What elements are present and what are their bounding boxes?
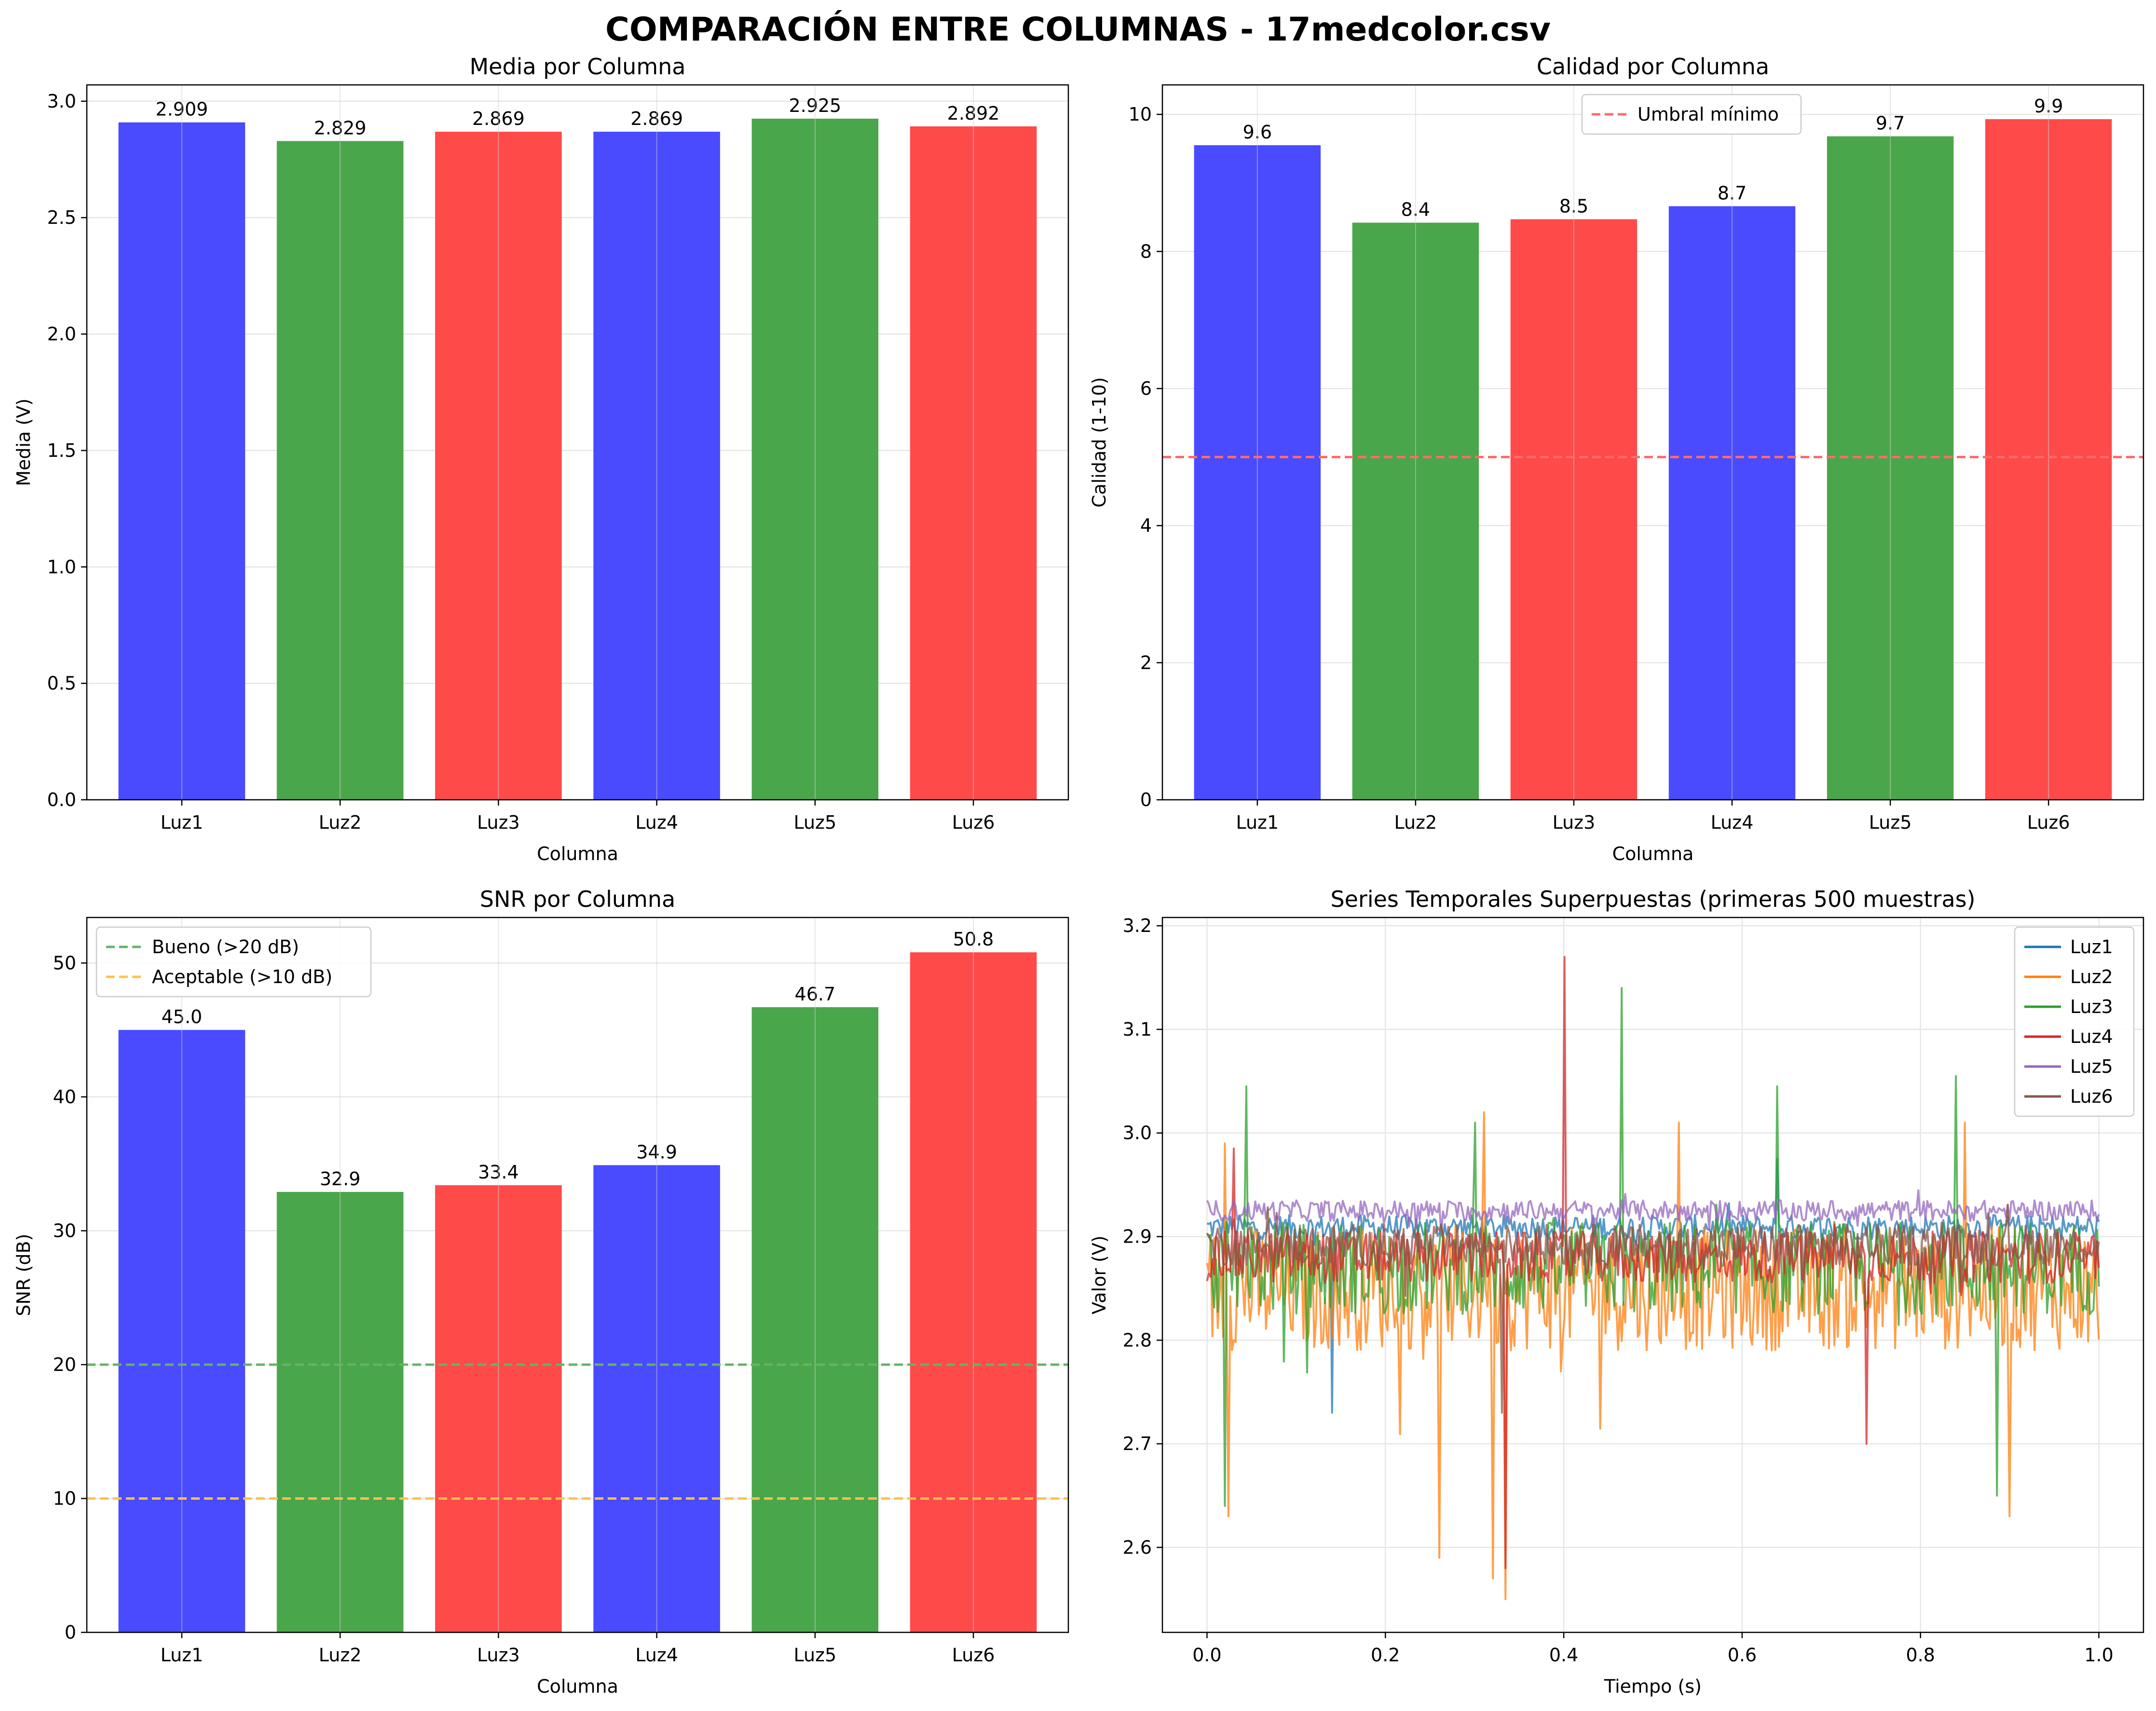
x-tick-label: Luz1 [161,812,204,833]
chart-title: Series Temporales Superpuestas (primeras… [1330,886,1975,912]
legend-frame [2014,926,2135,1117]
series-line-luz2 [1206,1111,2100,1601]
y-tick-label: 0 [65,1622,76,1643]
legend-label: Luz1 [2070,936,2113,958]
legend-label: Bueno (>20 dB) [152,936,299,958]
x-tick-label: 1.0 [2084,1644,2113,1666]
x-tick-label: Luz4 [635,1644,678,1666]
legend-label: Luz4 [2070,1026,2113,1047]
legend-frame [1581,94,1802,135]
y-tick-label: 3.1 [1123,1019,1152,1040]
axes-frame [86,84,1069,801]
chart-title: SNR por Columna [480,886,675,912]
y-tick-label: 0.5 [47,673,76,694]
y-axis-label: SNR (dB) [13,1234,34,1316]
x-tick-label: Luz3 [1553,812,1596,833]
x-tick-label: Luz1 [1236,812,1279,833]
legend-label: Luz2 [2070,966,2113,987]
x-axis-label: Columna [1612,843,1694,864]
x-tick-label: Luz5 [793,812,836,833]
y-tick-label: 30 [53,1220,76,1241]
legend: Umbral mínimo [1581,94,1802,135]
y-tick-label: 3.0 [47,91,76,112]
axes-frame [1161,917,2144,1633]
legend-label: Umbral mínimo [1637,104,1779,125]
y-tick-label: 4 [1140,515,1152,536]
y-tick-label: 3.2 [1123,915,1152,936]
y-tick-label: 3.0 [1123,1122,1152,1144]
chart-title: Media por Columna [469,54,685,80]
axes-frame [86,917,1069,1633]
x-tick-label: Luz1 [161,1644,204,1666]
y-tick-label: 6 [1140,378,1152,399]
legend: Bueno (>20 dB) Aceptable (>10 dB) [96,926,372,998]
y-tick-label: 2.9 [1123,1226,1152,1247]
y-tick-label: 2 [1140,652,1152,673]
y-tick-label: 8 [1140,241,1152,262]
x-axis-label: Tiempo (s) [1604,1676,1702,1697]
y-tick-label: 1.5 [47,440,76,461]
legend-label: Aceptable (>10 dB) [152,966,332,987]
y-tick-label: 2.8 [1123,1329,1152,1351]
legend-frame [96,926,372,998]
x-tick-label: Luz4 [1711,812,1754,833]
y-tick-label: 2.5 [47,207,76,228]
y-axis-label: Valor (V) [1089,1235,1110,1314]
legend-label: Luz5 [2070,1056,2113,1077]
legend-label: Luz3 [2070,996,2113,1017]
y-tick-label: 1.0 [47,556,76,577]
y-axis-label: Calidad (1-10) [1089,377,1110,507]
x-tick-label: 0.8 [1906,1644,1935,1666]
y-tick-label: 2.0 [47,324,76,345]
x-tick-label: Luz3 [477,812,520,833]
y-tick-label: 20 [53,1354,76,1375]
y-tick-label: 2.7 [1123,1433,1152,1454]
y-tick-label: 10 [1129,104,1152,125]
x-axis-label: Columna [537,843,618,864]
x-tick-label: Luz6 [952,1644,995,1666]
legend: Luz1 Luz2 Luz3 Luz4 Luz5 Luz6 [2014,926,2135,1117]
x-tick-label: Luz4 [635,812,678,833]
y-tick-label: 2.6 [1123,1537,1152,1558]
y-tick-label: 0 [1140,789,1152,810]
x-tick-label: Luz2 [319,1644,362,1666]
y-tick-label: 40 [53,1086,76,1108]
axes-frame [1161,84,2144,801]
x-tick-label: Luz5 [1869,812,1912,833]
legend-label: Luz6 [2070,1086,2113,1107]
chart-title: Calidad por Columna [1537,54,1769,80]
y-tick-label: 10 [53,1488,76,1509]
x-tick-label: Luz2 [319,812,362,833]
series-line-luz6 [1206,1204,2100,1414]
x-tick-label: 0.2 [1371,1644,1400,1666]
y-tick-label: 50 [53,952,76,973]
x-axis-label: Columna [537,1676,618,1697]
x-tick-label: Luz3 [477,1644,520,1666]
series-line-luz5 [1206,1189,2100,1236]
x-tick-label: 0.4 [1549,1644,1578,1666]
x-tick-label: Luz2 [1394,812,1437,833]
x-tick-label: 0.0 [1192,1644,1221,1666]
x-tick-label: Luz5 [793,1644,836,1666]
x-tick-label: 0.6 [1728,1644,1757,1666]
x-tick-label: Luz6 [952,812,995,833]
x-tick-label: Luz6 [2027,812,2070,833]
figure-title: COMPARACIÓN ENTRE COLUMNAS - 17medcolor.… [605,11,1551,49]
y-axis-label: Media (V) [13,398,34,486]
y-tick-label: 0.0 [47,789,76,810]
